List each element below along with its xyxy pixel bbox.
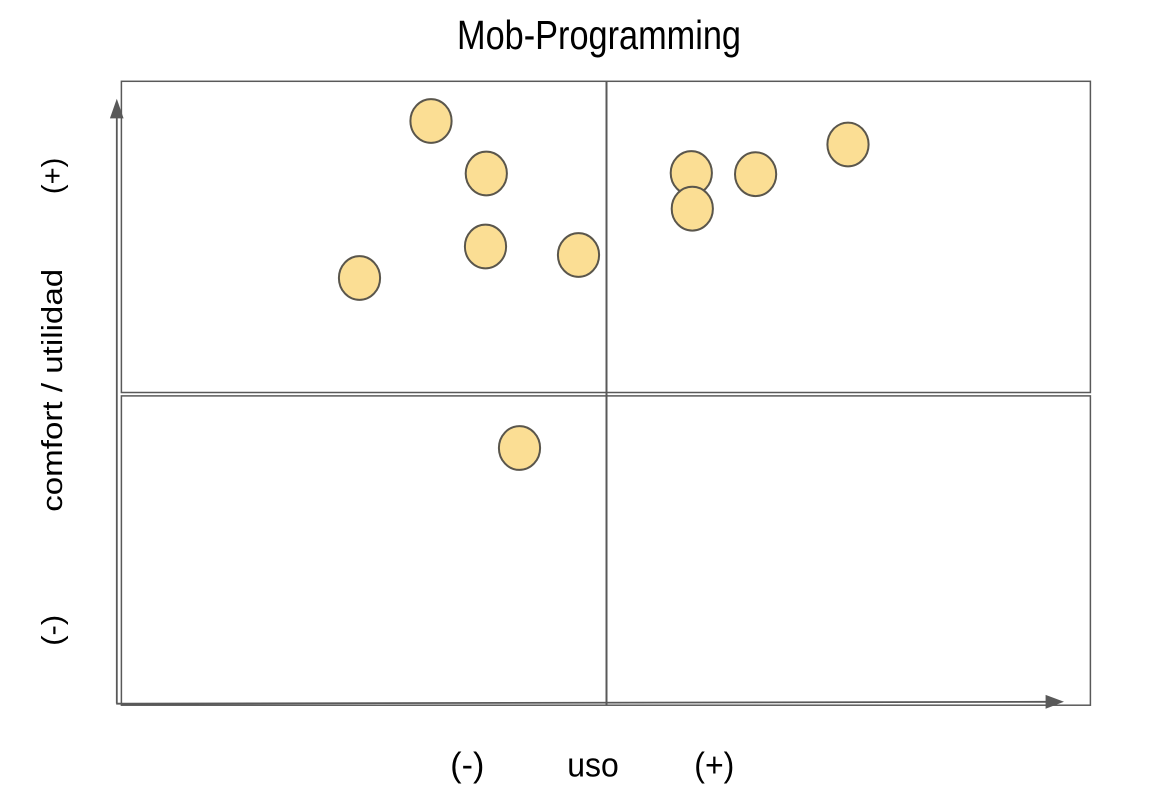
svg-text:Mob-Programming: Mob-Programming — [457, 12, 741, 58]
svg-text:(+): (+) — [694, 747, 734, 785]
svg-text:(+): (+) — [37, 158, 69, 195]
svg-text:(-): (-) — [37, 615, 69, 646]
svg-text:(-): (-) — [450, 747, 484, 785]
svg-text:uso: uso — [567, 747, 619, 785]
svg-text:comfort / utilidad: comfort / utilidad — [37, 269, 69, 512]
